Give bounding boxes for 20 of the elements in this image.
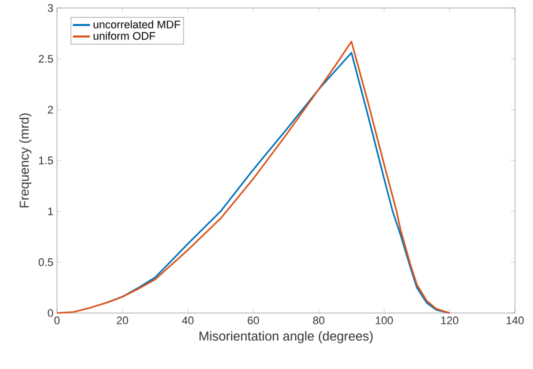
x-tick-label: 120 xyxy=(441,316,458,324)
y-tick-label: 0.5 xyxy=(38,258,54,266)
x-tick-label: 60 xyxy=(248,316,259,324)
y-tick-label: 2.5 xyxy=(38,54,54,63)
y-axis-title: Frequency (mrd) xyxy=(19,113,32,208)
x-tick-label: 80 xyxy=(313,316,324,324)
y-tick-label: 1.5 xyxy=(39,156,54,164)
y-tick-label: 2 xyxy=(48,106,53,114)
legend-label: uniform ODF xyxy=(94,32,156,40)
line-series xyxy=(56,40,450,314)
y-tick-label: 0 xyxy=(48,309,54,317)
x-tick-label: 40 xyxy=(182,316,194,324)
x-axis-title: Misorientation angle (degrees) xyxy=(200,331,373,344)
x-tick-label: 20 xyxy=(116,316,128,324)
x-tick-label: 140 xyxy=(506,316,524,324)
x-tick-label: 100 xyxy=(376,316,393,324)
x-tick-label: 0 xyxy=(54,316,60,324)
y-tick-label: 1 xyxy=(48,208,53,216)
y-tick-label: 3 xyxy=(48,4,53,12)
legend-label: uncorrelated MDF xyxy=(94,20,180,28)
